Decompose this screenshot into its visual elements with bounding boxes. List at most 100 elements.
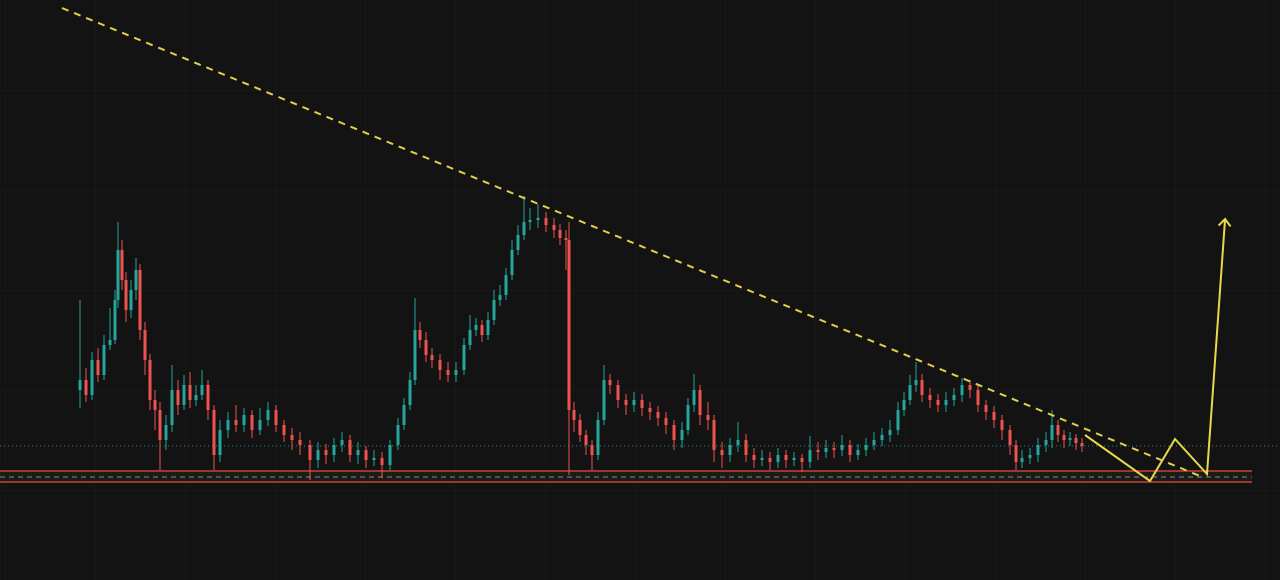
candle-body [274, 410, 278, 425]
candle-body [584, 435, 588, 445]
candle-body [590, 445, 594, 455]
candle-body [218, 430, 222, 455]
candle-body [348, 440, 352, 455]
candle-body [840, 445, 844, 450]
candle-body [454, 370, 458, 375]
candle-body [800, 458, 804, 462]
candle-body [692, 390, 696, 405]
candle-body [736, 440, 740, 445]
candle-body [468, 330, 472, 345]
candle-body [856, 450, 860, 455]
candle-body [124, 280, 128, 310]
candle-body [976, 390, 980, 405]
candle-body [824, 448, 828, 452]
candle-body [234, 420, 238, 425]
candle-body [888, 430, 892, 435]
candle-body [602, 380, 606, 420]
candle-body [832, 448, 836, 450]
candle-body [720, 450, 724, 455]
candle-body [776, 455, 780, 462]
candle-body [902, 400, 906, 410]
candle-body [1062, 435, 1066, 440]
candle-body [396, 425, 400, 445]
candle-body [266, 410, 270, 420]
candle-body [430, 355, 434, 360]
candle-body [408, 380, 412, 405]
trendline [61, 7, 1201, 477]
candle-body [242, 415, 246, 425]
candle-body [1068, 438, 1072, 440]
candle-body [158, 410, 162, 440]
candle-body [968, 385, 972, 390]
candle-body [816, 450, 820, 452]
candle-body [200, 385, 204, 395]
candle-body [792, 458, 796, 460]
candle-body [332, 445, 336, 455]
candle-body [952, 395, 956, 400]
candle-body [364, 450, 368, 460]
candle-body [728, 445, 732, 455]
candle-body [413, 330, 417, 380]
candle-body [116, 250, 120, 300]
candle-body [226, 420, 230, 430]
candle-body [706, 415, 710, 420]
candle-body [914, 380, 918, 385]
candle-body [522, 222, 526, 235]
candle-body [656, 412, 660, 418]
candle-body [1036, 445, 1040, 455]
candle-body [143, 330, 147, 360]
candle-body [90, 360, 94, 395]
candle-body [290, 435, 294, 440]
candle-body [536, 218, 540, 220]
candle-body [324, 450, 328, 455]
candle-body [1044, 440, 1048, 445]
candle-body [880, 435, 884, 440]
candle-body [616, 385, 620, 400]
candle-body [1008, 430, 1012, 445]
candle-body [480, 325, 484, 335]
candle-body [760, 458, 764, 460]
candle-body [608, 380, 612, 385]
candle-body [1074, 438, 1078, 443]
candle-body [768, 458, 772, 462]
candle-body [424, 340, 428, 355]
projection-path [1084, 217, 1232, 483]
candle-body [298, 440, 302, 445]
candle-body [113, 300, 117, 340]
candle-body [308, 445, 312, 460]
candle-body [170, 390, 174, 425]
candle-body [164, 425, 168, 440]
candle-body [486, 320, 490, 335]
candle-body [864, 445, 868, 450]
candle-body [84, 380, 88, 395]
candle-body [664, 418, 668, 425]
candle-body [316, 450, 320, 460]
candle-body [1080, 443, 1084, 446]
candle-body [698, 390, 702, 415]
candle-body [1050, 425, 1054, 440]
candle-body [129, 290, 133, 310]
candle-body [552, 225, 556, 230]
candle-body [640, 400, 644, 408]
candle-body [808, 450, 812, 462]
candle-body [1028, 455, 1032, 458]
candle-body [744, 440, 748, 455]
candle-body [848, 445, 852, 455]
candle-body [418, 330, 422, 340]
candle-body [258, 420, 262, 430]
candle-body [944, 400, 948, 405]
candle-body [498, 295, 502, 300]
candle-body [96, 360, 100, 375]
candle-body [928, 395, 932, 400]
candle-body [960, 385, 964, 395]
candle-body [138, 270, 142, 330]
candle-body [920, 380, 924, 395]
candle-body [936, 400, 940, 405]
candle-body [438, 360, 442, 370]
candle-body [596, 420, 600, 455]
candle-body [188, 385, 192, 400]
candle-body [1014, 445, 1018, 462]
